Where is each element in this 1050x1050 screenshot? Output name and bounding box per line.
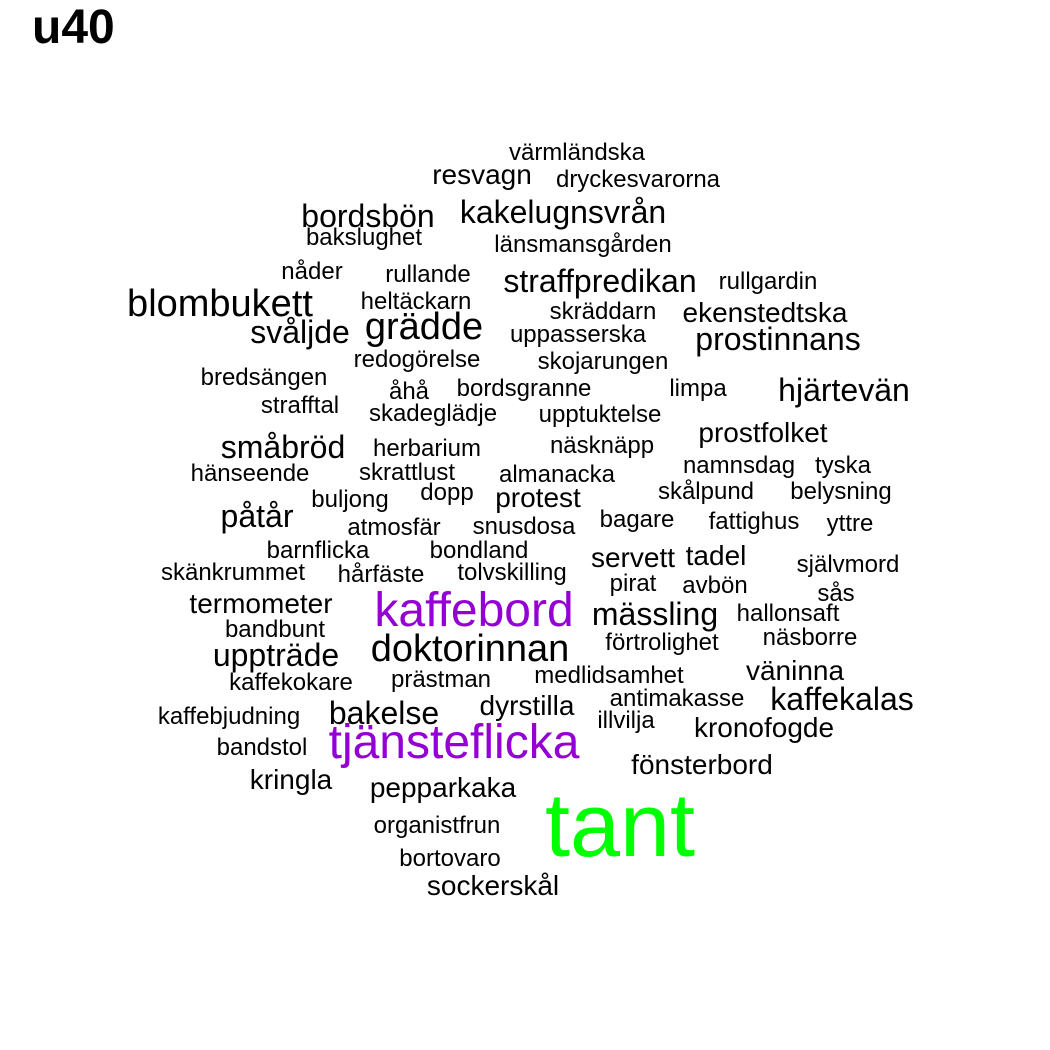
word-87: bortovaro (399, 845, 501, 872)
word-27: skadeglädje (368, 400, 498, 427)
word-79: kronofogde (693, 712, 835, 743)
word-70: väninna (745, 655, 845, 686)
word-11: blombukett (127, 283, 313, 325)
word-74: kaffekalas (770, 681, 914, 717)
word-52: tadel (685, 540, 747, 571)
word-10: rullgardin (718, 268, 818, 295)
word-49: barnflicka (266, 537, 370, 564)
word-75: dyrstilla (479, 690, 575, 721)
word-16: grädde (364, 306, 484, 348)
word-80: tjänsteflicka (328, 716, 580, 769)
word-59: sås (817, 580, 855, 607)
word-33: hänseende (190, 460, 310, 487)
word-82: fönsterbord (631, 749, 773, 780)
word-31: herbarium (372, 435, 482, 462)
word-62: mässling (591, 596, 719, 632)
word-18: prostinnans (695, 321, 861, 357)
word-38: dopp (420, 479, 474, 506)
word-63: hallonsaft (736, 600, 840, 627)
word-57: självmord (796, 551, 900, 578)
word-69: medlidsamhet (534, 662, 684, 689)
word-58: avbön (682, 572, 748, 599)
word-88: sockerskål (426, 870, 560, 901)
word-73: antimakasse (609, 685, 745, 712)
word-48: yttre (826, 510, 874, 537)
word-7: nåder (281, 258, 343, 285)
word-42: belysning (790, 478, 892, 505)
word-22: åhå (388, 378, 430, 405)
word-39: buljong (311, 486, 389, 513)
word-29: prostfolket (698, 417, 828, 448)
word-20: skojarungen (537, 348, 669, 375)
word-37: tyska (814, 452, 872, 479)
plot-title: u40 (32, 1, 115, 54)
word-36: namnsdag (682, 452, 796, 479)
word-21: bredsängen (200, 364, 328, 391)
word-40: protest (495, 482, 581, 513)
word-0: värmländska (508, 139, 646, 166)
word-65: förtrolighet (605, 629, 719, 656)
word-25: hjärtevän (778, 372, 910, 408)
word-8: rullande (385, 261, 471, 288)
word-30: småbröd (220, 429, 346, 465)
word-2: dryckesvarorna (555, 166, 721, 193)
word-9: straffpredikan (503, 263, 697, 299)
word-43: påtår (220, 498, 294, 534)
word-1: resvagn (432, 159, 532, 190)
word-4: bordsbön (301, 198, 435, 234)
word-50: bondland (429, 537, 529, 564)
word-55: tolvskilling (457, 559, 567, 586)
word-17: uppasserska (509, 321, 647, 348)
word-41: skålpund (657, 478, 755, 505)
word-14: ekenstedtska (682, 297, 848, 328)
word-67: uppträde (212, 637, 340, 673)
word-84: pepparkaka (369, 772, 517, 803)
word-24: limpa (669, 375, 727, 402)
word-64: bandbunt (224, 616, 326, 643)
word-66: näsborre (762, 624, 858, 651)
word-12: heltäckarn (360, 288, 472, 315)
word-5: bakslughet (305, 224, 423, 251)
word-35: almanacka (498, 461, 616, 488)
word-15: svåljde (250, 314, 350, 350)
word-32: näsknäpp (549, 432, 655, 459)
word-34: skrattlust (358, 459, 456, 486)
word-6: länsmansgården (494, 231, 672, 258)
word-76: illvilja (597, 707, 655, 734)
word-46: bagare (599, 506, 675, 533)
word-47: fattighus (708, 508, 800, 535)
word-13: skräddarn (549, 298, 657, 325)
word-83: kringla (249, 764, 333, 795)
word-53: skänkrummet (160, 559, 306, 586)
word-23: bordsgranne (456, 375, 592, 402)
word-44: atmosfär (347, 514, 441, 541)
word-85: tant (544, 776, 696, 876)
word-28: upptuktelse (538, 401, 662, 428)
word-86: organistfrun (373, 812, 501, 839)
word-26: strafftal (260, 392, 340, 419)
word-71: kaffekokare (229, 669, 353, 696)
word-51: servett (590, 542, 676, 573)
word-3: kakelugnsvrån (459, 194, 667, 230)
word-60: termometer (189, 588, 333, 619)
word-78: bakelse (328, 695, 440, 731)
word-77: kaffebjudning (157, 703, 301, 730)
word-19: redogörelse (353, 346, 481, 373)
word-45: snusdosa (472, 513, 576, 540)
word-81: bandstol (216, 734, 308, 761)
word-68: doktorinnan (370, 628, 570, 670)
word-56: pirat (609, 570, 657, 597)
word-61: kaffebord (374, 584, 574, 637)
word-54: hårfäste (337, 561, 425, 588)
word-72: prästman (390, 666, 492, 693)
